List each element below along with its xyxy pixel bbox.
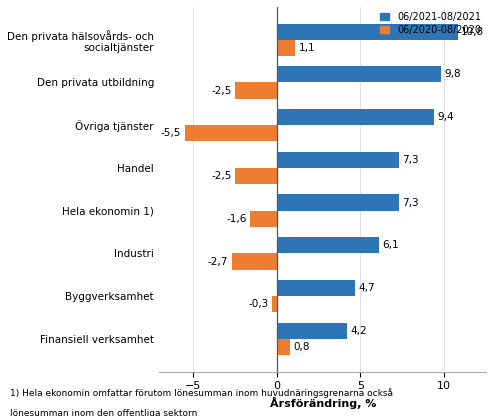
Bar: [272, 296, 277, 312]
Bar: [184, 125, 277, 141]
Text: 9,8: 9,8: [444, 69, 461, 79]
Bar: [277, 24, 458, 40]
Bar: [235, 168, 277, 184]
Bar: [277, 109, 434, 125]
Text: -2,5: -2,5: [211, 86, 232, 96]
Text: 9,4: 9,4: [437, 112, 454, 122]
Text: 1) Hela ekonomin omfattar förutom lönesumman inom huvudnäringsgrenarna också: 1) Hela ekonomin omfattar förutom lönesu…: [10, 389, 393, 398]
Text: 4,2: 4,2: [351, 326, 367, 336]
Text: 6,1: 6,1: [382, 240, 399, 250]
Text: 0,8: 0,8: [293, 342, 310, 352]
Text: -2,5: -2,5: [211, 171, 232, 181]
Text: 7,3: 7,3: [402, 155, 419, 165]
Text: lönesumman inom den offentliga sektorn: lönesumman inom den offentliga sektorn: [10, 409, 197, 416]
Text: -1,6: -1,6: [226, 214, 246, 224]
Bar: [277, 339, 290, 355]
Text: -5,5: -5,5: [161, 129, 181, 139]
Text: 4,7: 4,7: [359, 283, 375, 293]
Text: 7,3: 7,3: [402, 198, 419, 208]
Text: -2,7: -2,7: [208, 257, 228, 267]
X-axis label: Årsförändring, %: Årsförändring, %: [270, 397, 376, 409]
Text: 1,1: 1,1: [298, 43, 315, 53]
Bar: [277, 152, 399, 168]
Text: 10,8: 10,8: [461, 27, 484, 37]
Bar: [235, 82, 277, 99]
Bar: [277, 66, 441, 82]
Bar: [277, 323, 347, 339]
Bar: [277, 237, 379, 253]
Bar: [232, 253, 277, 270]
Bar: [277, 194, 399, 210]
Text: -0,3: -0,3: [248, 299, 268, 309]
Bar: [250, 210, 277, 227]
Bar: [277, 40, 295, 56]
Legend: 06/2021-08/2021, 06/2020-08/2020: 06/2021-08/2021, 06/2020-08/2020: [380, 12, 481, 35]
Bar: [277, 280, 355, 296]
